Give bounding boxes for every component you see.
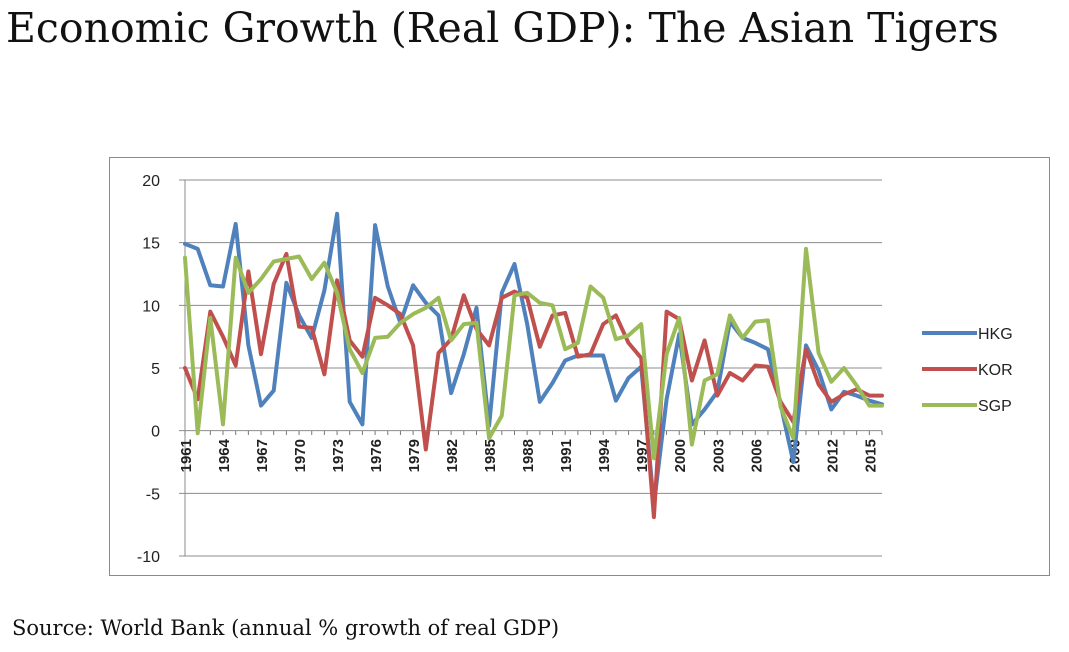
chart-frame: -10 -5 0 5 10 15 20 1961 1964 1967 1970 1973 1976 197… (109, 157, 1050, 576)
x-tick-label: 1991 (558, 439, 575, 472)
x-tick-label: 1994 (596, 438, 613, 472)
x-tick-label: 1988 (520, 439, 537, 472)
y-tick-label: -5 (146, 486, 160, 503)
x-tick-label: 1964 (216, 438, 233, 472)
x-tick-label: 1979 (406, 439, 423, 472)
x-tick-label: 1976 (368, 439, 385, 472)
y-tick-label: 15 (142, 236, 160, 253)
x-tick-label: 1961 (178, 439, 195, 472)
x-tick-label: 1973 (330, 439, 347, 472)
x-tick-label: 2003 (710, 439, 727, 472)
y-tick-label: 5 (151, 361, 160, 378)
legend-label-kor: KOR (978, 362, 1013, 379)
x-tick-label: 2000 (672, 439, 689, 472)
gdp-line-chart: -10 -5 0 5 10 15 20 1961 1964 1967 1970 1973 1976 197… (137, 173, 1013, 566)
series-line-sgp (183, 246, 884, 461)
x-tick-label: 1982 (444, 439, 461, 472)
x-tick-label: 1985 (482, 439, 499, 472)
x-tick-label: 2015 (862, 439, 879, 472)
y-tick-label: 20 (142, 173, 160, 190)
y-tick-label: -10 (137, 549, 160, 566)
page-title: Economic Growth (Real GDP): The Asian Ti… (6, 4, 999, 52)
y-tick-label: 10 (142, 298, 160, 315)
x-tick-label: 2012 (824, 439, 841, 472)
y-tick-label: 0 (151, 424, 160, 441)
x-tick-label: 2006 (748, 439, 765, 472)
source-note: Source: World Bank (annual % growth of r… (12, 616, 560, 640)
x-minor-ticks (184, 431, 883, 435)
series-line-hkg (183, 211, 884, 507)
series-line-kor (183, 251, 884, 520)
x-tick-label: 1967 (254, 439, 271, 472)
legend-label-sgp: SGP (978, 398, 1012, 415)
legend-label-hkg: HKG (978, 326, 1013, 343)
x-tick-label: 1970 (292, 439, 309, 472)
